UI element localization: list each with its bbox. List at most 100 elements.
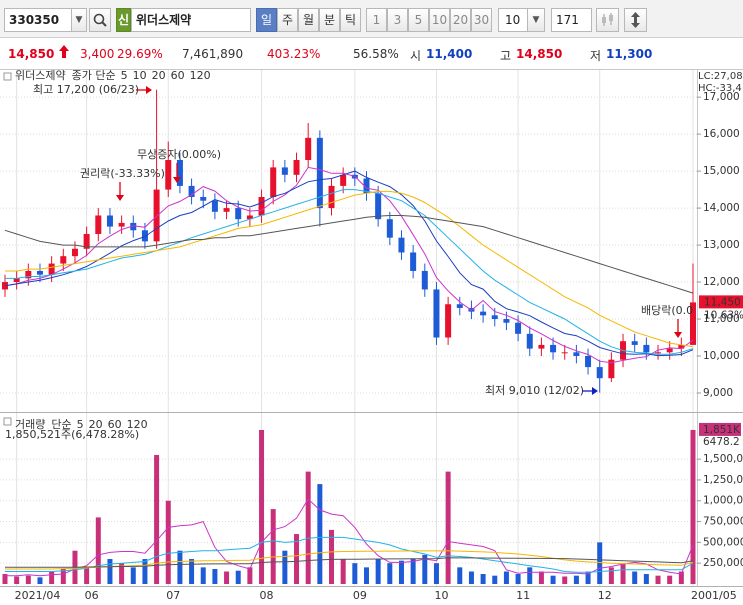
y-tick-label: 9,000: [703, 387, 733, 399]
annotation: 최고 17,200 (06/23): [33, 83, 139, 96]
code-input[interactable]: 330350: [4, 8, 72, 32]
interval-button[interactable]: 30: [471, 8, 492, 32]
y-tick-label: 12,000: [703, 276, 740, 288]
interval-button[interactable]: 1: [366, 8, 387, 32]
annotation: 배당락(0.0: [641, 304, 693, 317]
hc-label: HC:-33,4: [698, 83, 742, 94]
badge: 신: [116, 8, 131, 32]
x-tick-label: 12: [598, 589, 612, 602]
candle-body: [526, 333, 533, 349]
candle-body: [398, 237, 405, 253]
candle-body: [375, 193, 382, 220]
lc-label: LC:27,08: [698, 71, 743, 82]
y-tick-label: 750,000: [703, 516, 743, 528]
legend-label: 종가 단순: [72, 69, 116, 82]
interval-button[interactable]: 20: [450, 8, 471, 32]
volume-bar: [142, 559, 148, 584]
period-tab[interactable]: 주: [277, 8, 298, 32]
low: 11,300: [606, 47, 653, 61]
candle-body: [643, 344, 650, 353]
volume: 7,461,890: [182, 47, 244, 61]
candle-body: [246, 215, 253, 220]
candle-body: [340, 174, 347, 186]
stock-name[interactable]: 위더스제약: [131, 8, 251, 32]
candle-body: [573, 352, 580, 357]
candle-body: [480, 311, 487, 316]
chart-background: [0, 70, 743, 605]
interval-button[interactable]: 5: [408, 8, 429, 32]
last-volume-label: 1,851K: [703, 424, 741, 436]
ma-line: [5, 190, 694, 348]
chart-type-button[interactable]: [596, 8, 619, 32]
volume-bar: [503, 571, 509, 584]
volume-bar: [177, 550, 183, 584]
x-tick-label: 20: [691, 589, 705, 602]
candle-body: [200, 196, 207, 201]
volume-bar: [492, 575, 498, 584]
legend-entry: 60: [108, 418, 122, 431]
volume-bar: [305, 471, 311, 584]
change: 3,400: [80, 47, 115, 61]
legend-box: [3, 72, 12, 81]
change-pct: 29.69%: [117, 47, 163, 61]
up-arrow: [58, 44, 70, 63]
volume-bar: [468, 571, 474, 584]
annotation: 최저 9,010 (12/02): [485, 384, 584, 397]
period-tab[interactable]: 월: [298, 8, 319, 32]
ma-line: [4, 215, 694, 294]
period-tab[interactable]: 분: [319, 8, 340, 32]
legend-entry: 5: [77, 418, 84, 431]
interval-button[interactable]: 3: [387, 8, 408, 32]
candle-body: [71, 248, 78, 257]
y-tick-label: 17,000: [703, 91, 740, 103]
volume-bar: [632, 571, 638, 584]
volume-bar: [130, 567, 136, 584]
volume-bar: [212, 569, 218, 584]
candle-body: [491, 315, 498, 320]
legend-label: 단순: [51, 418, 71, 431]
candle-body: [690, 302, 696, 345]
annotation-arrowhead: [146, 86, 152, 94]
quote-bar: 14,850 3,400 29.69% 7,461,890 403.23% 56…: [0, 38, 743, 70]
last-volume-box: [699, 422, 741, 436]
high: 14,850: [516, 47, 563, 61]
x-tick-label: 11: [516, 589, 530, 602]
candle-body: [83, 233, 90, 249]
interval-select[interactable]: 10: [498, 8, 528, 32]
candle-icon: [602, 13, 613, 26]
search-button[interactable]: [89, 8, 111, 32]
period-tab[interactable]: 일: [256, 8, 277, 32]
legend-title: 위더스제약: [15, 68, 66, 82]
x-tick-label: 08: [260, 589, 274, 602]
candle-body: [328, 185, 335, 209]
candle-body: [176, 160, 183, 186]
volume-bar: [550, 575, 556, 584]
volume-bar: [270, 509, 276, 584]
interval-button[interactable]: 10: [429, 8, 450, 32]
period-tab[interactable]: 틱: [340, 8, 361, 32]
code-dropdown[interactable]: ▼: [71, 8, 87, 32]
open-label: 시: [410, 49, 422, 63]
legend-entry: 60: [171, 69, 185, 82]
candle-body: [293, 160, 300, 175]
candle-body: [165, 160, 172, 190]
candle-body: [678, 344, 685, 349]
interval-dropdown[interactable]: ▼: [527, 8, 545, 32]
search-icon: [93, 13, 107, 27]
candle-body: [36, 270, 43, 275]
volume-bar: [107, 559, 113, 584]
candle-body: [631, 341, 638, 345]
scale-button[interactable]: [624, 8, 647, 32]
volume-bar: [445, 471, 451, 584]
legend-entry: 20: [89, 418, 103, 431]
candle-body: [25, 270, 32, 279]
candle-body: [305, 137, 312, 161]
up-arrow-icon: [59, 45, 69, 58]
plot: [0, 70, 697, 412]
ma-line: [5, 498, 694, 577]
candle-body: [561, 352, 568, 354]
candle-body: [223, 208, 230, 212]
count-input[interactable]: 171: [551, 8, 592, 32]
